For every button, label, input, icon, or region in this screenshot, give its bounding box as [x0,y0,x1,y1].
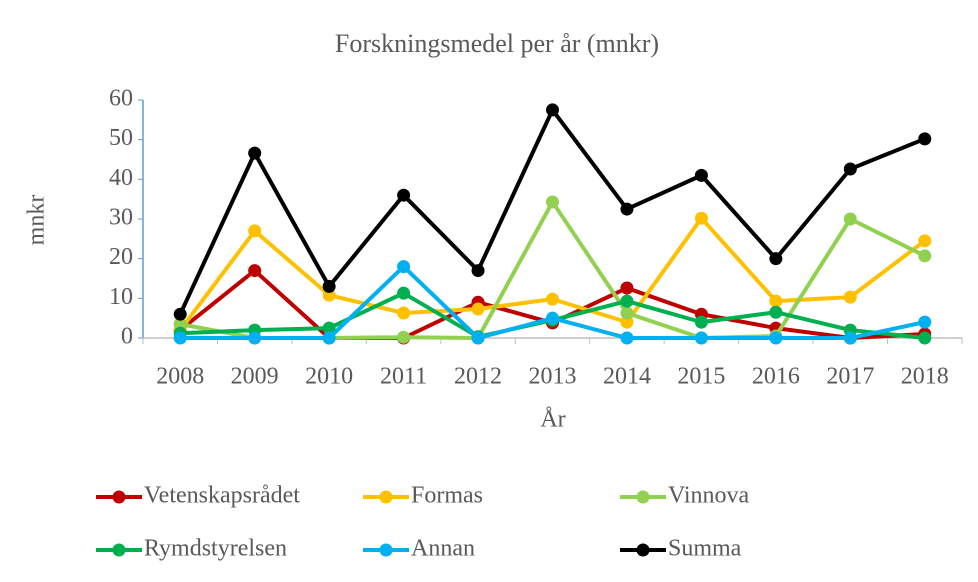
y-tick-label: 50 [109,125,133,151]
point [546,311,559,325]
point [546,292,559,306]
x-tick-label: 2014 [603,364,651,390]
point [546,195,559,209]
point [173,331,187,345]
y-tick-label: 30 [109,205,133,231]
x-tick-label: 2008 [156,364,204,390]
series-line [178,107,926,316]
x-tick-label: 2013 [529,364,577,390]
point [322,279,336,293]
point [322,331,336,345]
point [248,224,262,238]
chart-title: Forskningsmedel per år (mnkr) [335,29,659,58]
legend-marker [379,543,393,557]
legend-marker [379,490,393,504]
point [620,202,634,216]
legend-label: Formas [411,483,483,509]
x-tick-label: 2011 [380,364,427,390]
legend-marker [636,543,650,557]
point [173,317,187,331]
point [769,331,783,345]
point [918,132,932,146]
point [694,315,708,329]
point [620,306,634,320]
legend-label: Annan [411,536,475,562]
y-tick-label: 10 [109,284,133,310]
legend-marker [112,490,126,504]
point [471,302,485,316]
y-tick-label: 60 [109,86,133,112]
x-tick-label: 2018 [901,364,949,390]
point [546,103,559,117]
legend-marker [636,490,650,504]
point [397,188,411,202]
point [918,234,932,248]
point [620,331,634,345]
x-tick-label: 2009 [231,364,279,390]
point [248,264,262,278]
point [620,294,634,308]
point [918,315,932,329]
point [694,331,708,345]
point [397,286,411,300]
y-tick-label: 40 [109,165,133,191]
point [694,168,708,182]
point [843,212,857,226]
point [397,260,411,274]
point [843,162,857,176]
point [620,281,634,295]
legend-label: Summa [668,536,742,562]
point [769,294,783,308]
legend-label: Rymdstyrelsen [144,536,287,562]
point [620,315,634,329]
point [843,290,857,304]
x-axis-label: År [540,407,565,433]
point [248,331,262,345]
x-tick-label: 2012 [454,364,502,390]
x-tick-label: 2017 [826,364,874,390]
point [918,249,932,263]
legend-label: Vinnova [668,483,750,509]
point [769,252,783,266]
legend-label: Vetenskapsrådet [144,483,300,509]
point [918,331,932,345]
point [694,211,708,225]
point [173,307,187,321]
point [843,331,857,345]
point [769,305,783,319]
point [471,331,485,345]
point [471,264,485,278]
point [397,330,411,344]
x-tick-label: 2010 [305,364,353,390]
point [248,146,262,160]
y-axis-label: mnkr [24,195,50,246]
legend-marker [112,543,126,557]
point [397,306,411,320]
y-tick-label: 20 [109,244,133,270]
point [322,321,336,335]
x-tick-label: 2016 [752,364,800,390]
y-tick-label: 0 [121,324,133,350]
x-tick-label: 2015 [677,364,725,390]
